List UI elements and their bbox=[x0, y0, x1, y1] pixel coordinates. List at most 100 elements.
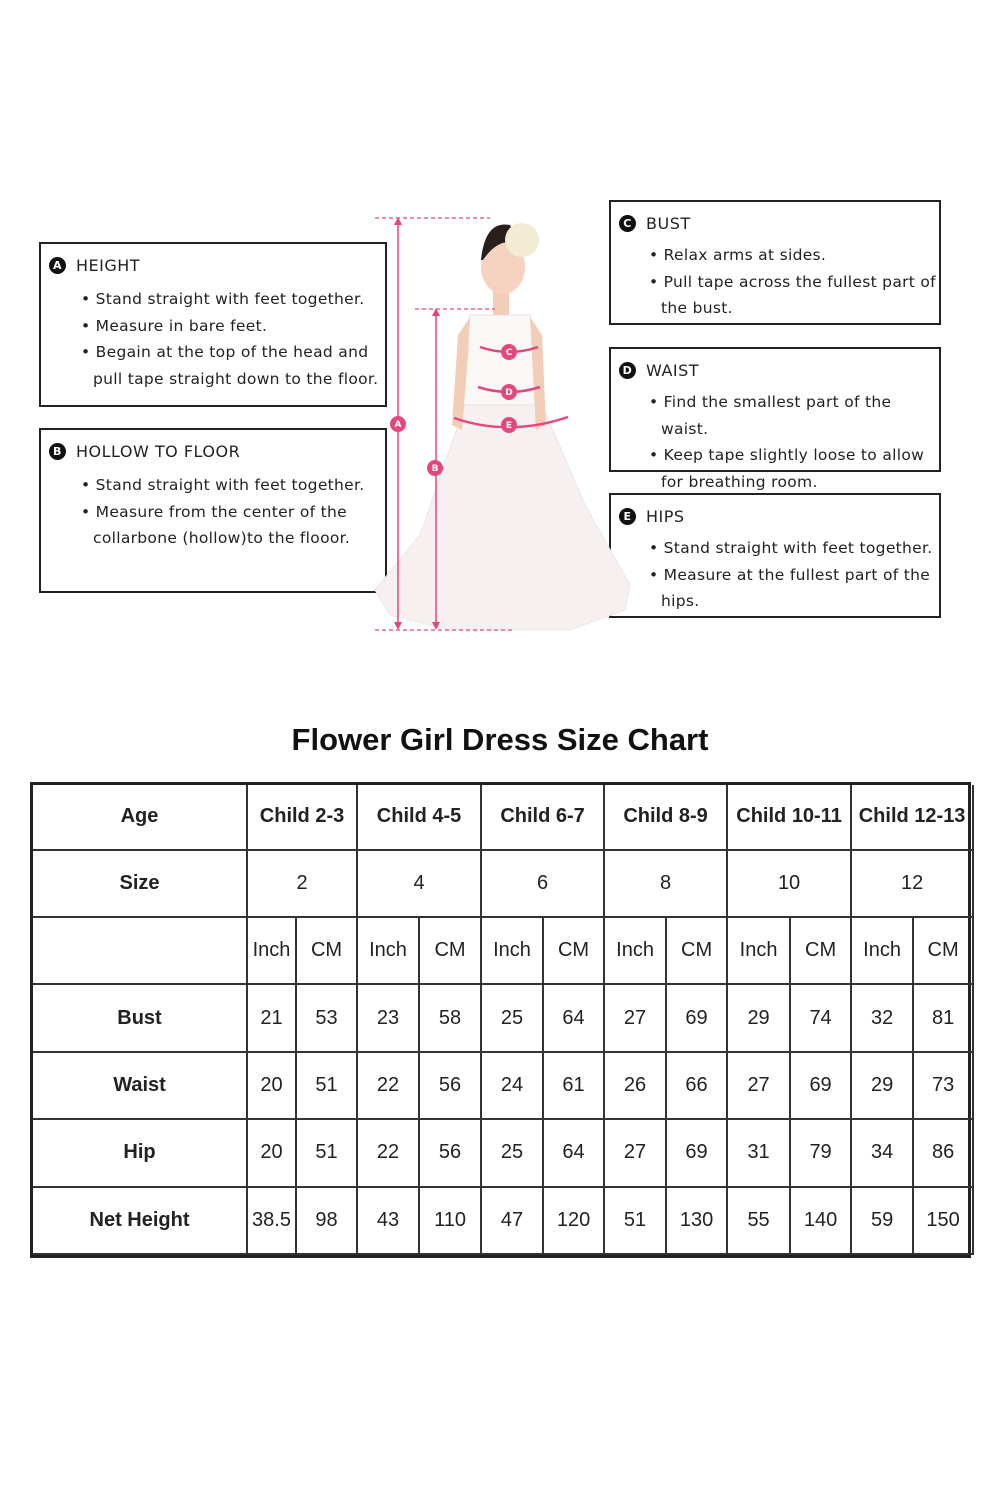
value-cell: 29 bbox=[850, 1050, 915, 1121]
size-cell: 12 bbox=[850, 848, 975, 919]
age-header: Child 2-3 bbox=[245, 785, 359, 851]
bust-title: BUST bbox=[646, 214, 691, 233]
svg-text:B: B bbox=[432, 464, 439, 474]
flower-icon bbox=[505, 223, 539, 257]
step: Measure in bare feet. bbox=[81, 313, 381, 340]
value-cell: 51 bbox=[294, 1050, 359, 1121]
step: Find the smallest part of the waist. bbox=[649, 389, 941, 442]
unit-inch: Inch bbox=[246, 916, 297, 986]
value-cell: 51 bbox=[603, 1185, 668, 1256]
value-cell: 27 bbox=[603, 983, 668, 1053]
value-cell: 130 bbox=[665, 1185, 729, 1256]
unit-inch: Inch bbox=[603, 916, 668, 986]
row-header: Size bbox=[33, 848, 248, 919]
value-cell: 22 bbox=[356, 1050, 421, 1121]
size-cell: 10 bbox=[726, 848, 853, 919]
age-row: Age Child 2-3 Child 4-5 Child 6-7 Child 8-9 C… bbox=[33, 785, 975, 851]
hips-title: HIPS bbox=[646, 507, 685, 526]
value-cell: 29 bbox=[726, 983, 792, 1053]
step: Stand straight with feet together. bbox=[649, 535, 941, 562]
size-cell: 2 bbox=[245, 848, 359, 919]
marker-a-icon bbox=[390, 416, 406, 432]
unit-inch: Inch bbox=[850, 916, 915, 986]
value-cell: 61 bbox=[542, 1050, 606, 1121]
arm-left bbox=[452, 317, 470, 430]
value-cell: 47 bbox=[480, 1185, 545, 1256]
table-row: Net Height 38.5 98 43 110 47 120 51 130 55 140 59 15… bbox=[33, 1185, 975, 1256]
unit-inch: Inch bbox=[726, 916, 792, 986]
step: Stand straight with feet together. bbox=[81, 472, 381, 499]
step: Keep tape slightly loose to allow for br… bbox=[649, 442, 941, 495]
value-cell: 20 bbox=[246, 1118, 297, 1188]
unit-row: Inch CM Inch CM Inch CM Inch CM Inch CM Inch CM bbox=[33, 916, 975, 986]
value-cell: 79 bbox=[789, 1118, 853, 1188]
row-header: Bust bbox=[33, 983, 248, 1053]
letter-e-icon: E bbox=[619, 508, 636, 525]
row-header: Net Height bbox=[33, 1185, 248, 1256]
table-row: Bust 21 53 23 58 25 64 27 69 29 74 32 81 bbox=[33, 983, 975, 1053]
value-cell: 21 bbox=[246, 983, 297, 1053]
guide-lines bbox=[375, 217, 515, 631]
value-cell: 25 bbox=[480, 983, 545, 1053]
step: Stand straight with feet together. bbox=[81, 286, 381, 313]
value-cell: 51 bbox=[294, 1118, 359, 1188]
value-cell: 24 bbox=[480, 1050, 545, 1121]
height-steps: Stand straight with feet together. Measu… bbox=[81, 286, 381, 392]
value-cell: 69 bbox=[665, 983, 729, 1053]
value-cell: 74 bbox=[789, 983, 853, 1053]
value-cell: 58 bbox=[418, 983, 483, 1053]
value-cell: 38.5 bbox=[246, 1185, 297, 1256]
value-cell: 98 bbox=[294, 1185, 359, 1256]
waist-guide-box: D WAIST Find the smallest part of the wai… bbox=[609, 347, 941, 491]
arm-right bbox=[530, 317, 546, 430]
value-cell: 55 bbox=[726, 1185, 792, 1256]
value-cell: 31 bbox=[726, 1118, 792, 1188]
marker-b-icon bbox=[427, 460, 443, 476]
value-cell: 34 bbox=[850, 1118, 915, 1188]
hips-steps: Stand straight with feet together. Measu… bbox=[649, 535, 941, 615]
step: Begain at the top of the head and pull t… bbox=[81, 339, 381, 392]
unit-cm: CM bbox=[789, 916, 853, 986]
arrow-heads bbox=[394, 217, 440, 630]
value-cell: 25 bbox=[480, 1118, 545, 1188]
value-cell: 69 bbox=[789, 1050, 853, 1121]
hollow-to-floor-guide-box: B HOLLOW TO FLOOR Stand straight with fee… bbox=[39, 428, 387, 593]
svg-text:E: E bbox=[506, 421, 512, 431]
table-row: Hip 20 51 22 56 25 64 27 69 31 79 34 86 bbox=[33, 1118, 975, 1188]
age-header: Child 10-11 bbox=[726, 785, 853, 851]
svg-text:D: D bbox=[505, 388, 512, 398]
unit-cm: CM bbox=[294, 916, 359, 986]
chart-title: Flower Girl Dress Size Chart bbox=[291, 722, 709, 757]
row-header: Hip bbox=[33, 1118, 248, 1188]
value-cell: 86 bbox=[912, 1118, 975, 1188]
letter-d-icon: D bbox=[619, 362, 636, 379]
row-header: Waist bbox=[33, 1050, 248, 1121]
value-cell: 69 bbox=[665, 1118, 729, 1188]
size-row: Size 2 4 6 8 10 12 bbox=[33, 848, 975, 919]
row-header: Age bbox=[33, 785, 248, 851]
step: Pull tape across the fullest part of the… bbox=[649, 269, 941, 322]
hollow-steps: Stand straight with feet together. Measu… bbox=[81, 472, 381, 552]
waist-steps: Find the smallest part of the waist. Kee… bbox=[649, 389, 941, 495]
unit-cm: CM bbox=[542, 916, 606, 986]
value-cell: 23 bbox=[356, 983, 421, 1053]
height-guide-box: A HEIGHT Stand straight with feet togethe… bbox=[39, 242, 387, 407]
value-cell: 59 bbox=[850, 1185, 915, 1256]
value-cell: 64 bbox=[542, 1118, 606, 1188]
svg-text:A: A bbox=[395, 420, 402, 430]
value-cell: 56 bbox=[418, 1118, 483, 1188]
step: Relax arms at sides. bbox=[649, 242, 941, 269]
size-cell: 6 bbox=[480, 848, 606, 919]
unit-cm: CM bbox=[418, 916, 483, 986]
letter-c-icon: C bbox=[619, 215, 636, 232]
value-cell: 140 bbox=[789, 1185, 853, 1256]
unit-cm: CM bbox=[665, 916, 729, 986]
bust-guide-box: C BUST Relax arms at sides. Pull tape acr… bbox=[609, 200, 941, 325]
size-cell: 4 bbox=[356, 848, 483, 919]
value-cell: 53 bbox=[294, 983, 359, 1053]
marker-c-icon bbox=[501, 344, 517, 360]
hips-guide-box: E HIPS Stand straight with feet together.… bbox=[609, 493, 941, 618]
value-cell: 43 bbox=[356, 1185, 421, 1256]
dress-skirt bbox=[374, 399, 631, 631]
value-cell: 110 bbox=[418, 1185, 483, 1256]
